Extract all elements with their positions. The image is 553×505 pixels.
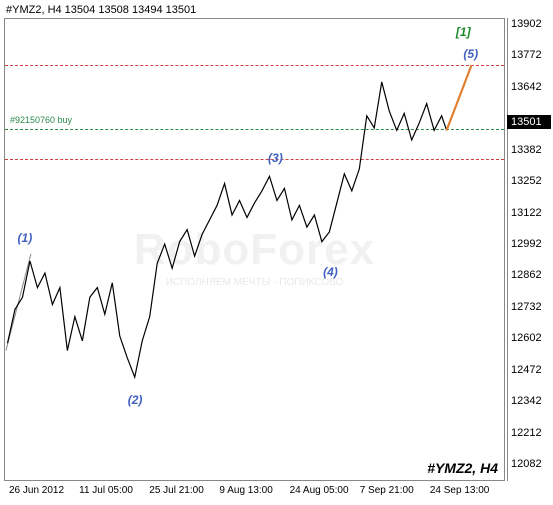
- y-axis: 13902 13772 13642 13501 13382 13252 13122 12992…: [507, 18, 553, 481]
- y-tick: 13382: [507, 144, 551, 156]
- y-tick: 13772: [507, 49, 551, 61]
- x-tick: 24 Aug 05:00: [290, 485, 349, 496]
- x-tick: 11 Jul 05:00: [79, 485, 133, 496]
- x-axis: 26 Jun 2012 11 Jul 05:00 25 Jul 21:00 9 Aug…: [4, 483, 505, 505]
- y-tick: 13902: [507, 18, 551, 30]
- y-tick: 13252: [507, 175, 551, 187]
- chart-title: #YMZ2, H4 13504 13508 13494 13501: [6, 4, 196, 16]
- plot-area: RoboForex ИСПОЛНЯЕМ МЕЧТЫ - ПОПИКСОВО #9…: [4, 18, 505, 481]
- x-tick: 25 Jul 21:00: [149, 485, 204, 496]
- chart-container: #YMZ2, H4 13504 13508 13494 13501 RoboFo…: [0, 0, 553, 505]
- y-tick: 13501: [507, 115, 551, 129]
- y-tick: 12992: [507, 238, 551, 250]
- y-tick: 12732: [507, 301, 551, 313]
- y-tick: 12602: [507, 332, 551, 344]
- y-tick: 13122: [507, 207, 551, 219]
- y-tick: 12862: [507, 269, 551, 281]
- x-tick: 7 Sep 21:00: [360, 485, 414, 496]
- x-tick: 24 Sep 13:00: [430, 485, 490, 496]
- y-tick: 13642: [507, 81, 551, 93]
- x-tick: 9 Aug 13:00: [219, 485, 272, 496]
- y-tick: 12472: [507, 364, 551, 376]
- y-tick: 12342: [507, 395, 551, 407]
- forecast-line: [5, 19, 504, 480]
- y-tick: 12082: [507, 458, 551, 470]
- y-tick: 12212: [507, 427, 551, 439]
- x-tick: 26 Jun 2012: [9, 485, 64, 496]
